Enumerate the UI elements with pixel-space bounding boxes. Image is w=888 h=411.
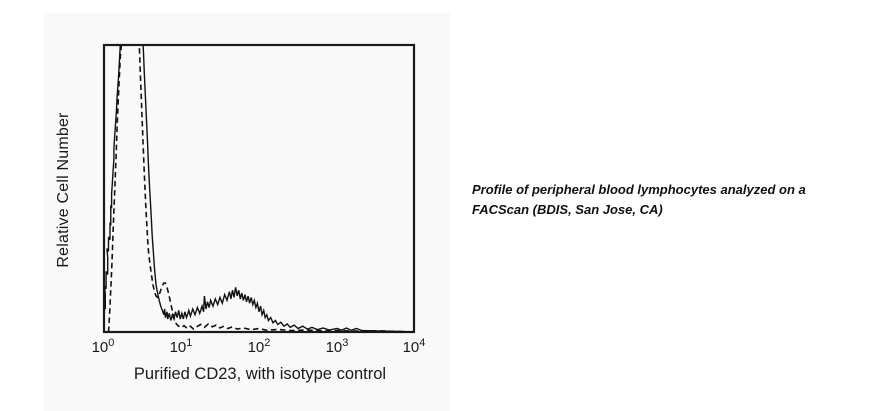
y-axis-label: Relative Cell Number (55, 112, 72, 268)
x-tick-10e3: 103 (325, 337, 349, 357)
x-tick-10e0: 100 (91, 337, 115, 357)
x-tick-10e1: 101 (169, 337, 193, 357)
figure-panel (44, 13, 450, 411)
isotype-control-curve (107, 46, 414, 333)
x-tick-10e2: 102 (247, 337, 271, 357)
x-axis-label: Purified CD23, with isotype control (133, 365, 387, 383)
caption-line-2: FACScan (BDIS, San Jose, CA) (472, 202, 663, 217)
x-tick-10e4: 104 (402, 337, 426, 357)
plot-border (102, 43, 416, 334)
figure-caption: Profile of peripheral blood lymphocytes … (472, 180, 852, 220)
cd23-curve (104, 46, 414, 333)
caption-line-1: Profile of peripheral blood lymphocytes … (472, 182, 806, 197)
